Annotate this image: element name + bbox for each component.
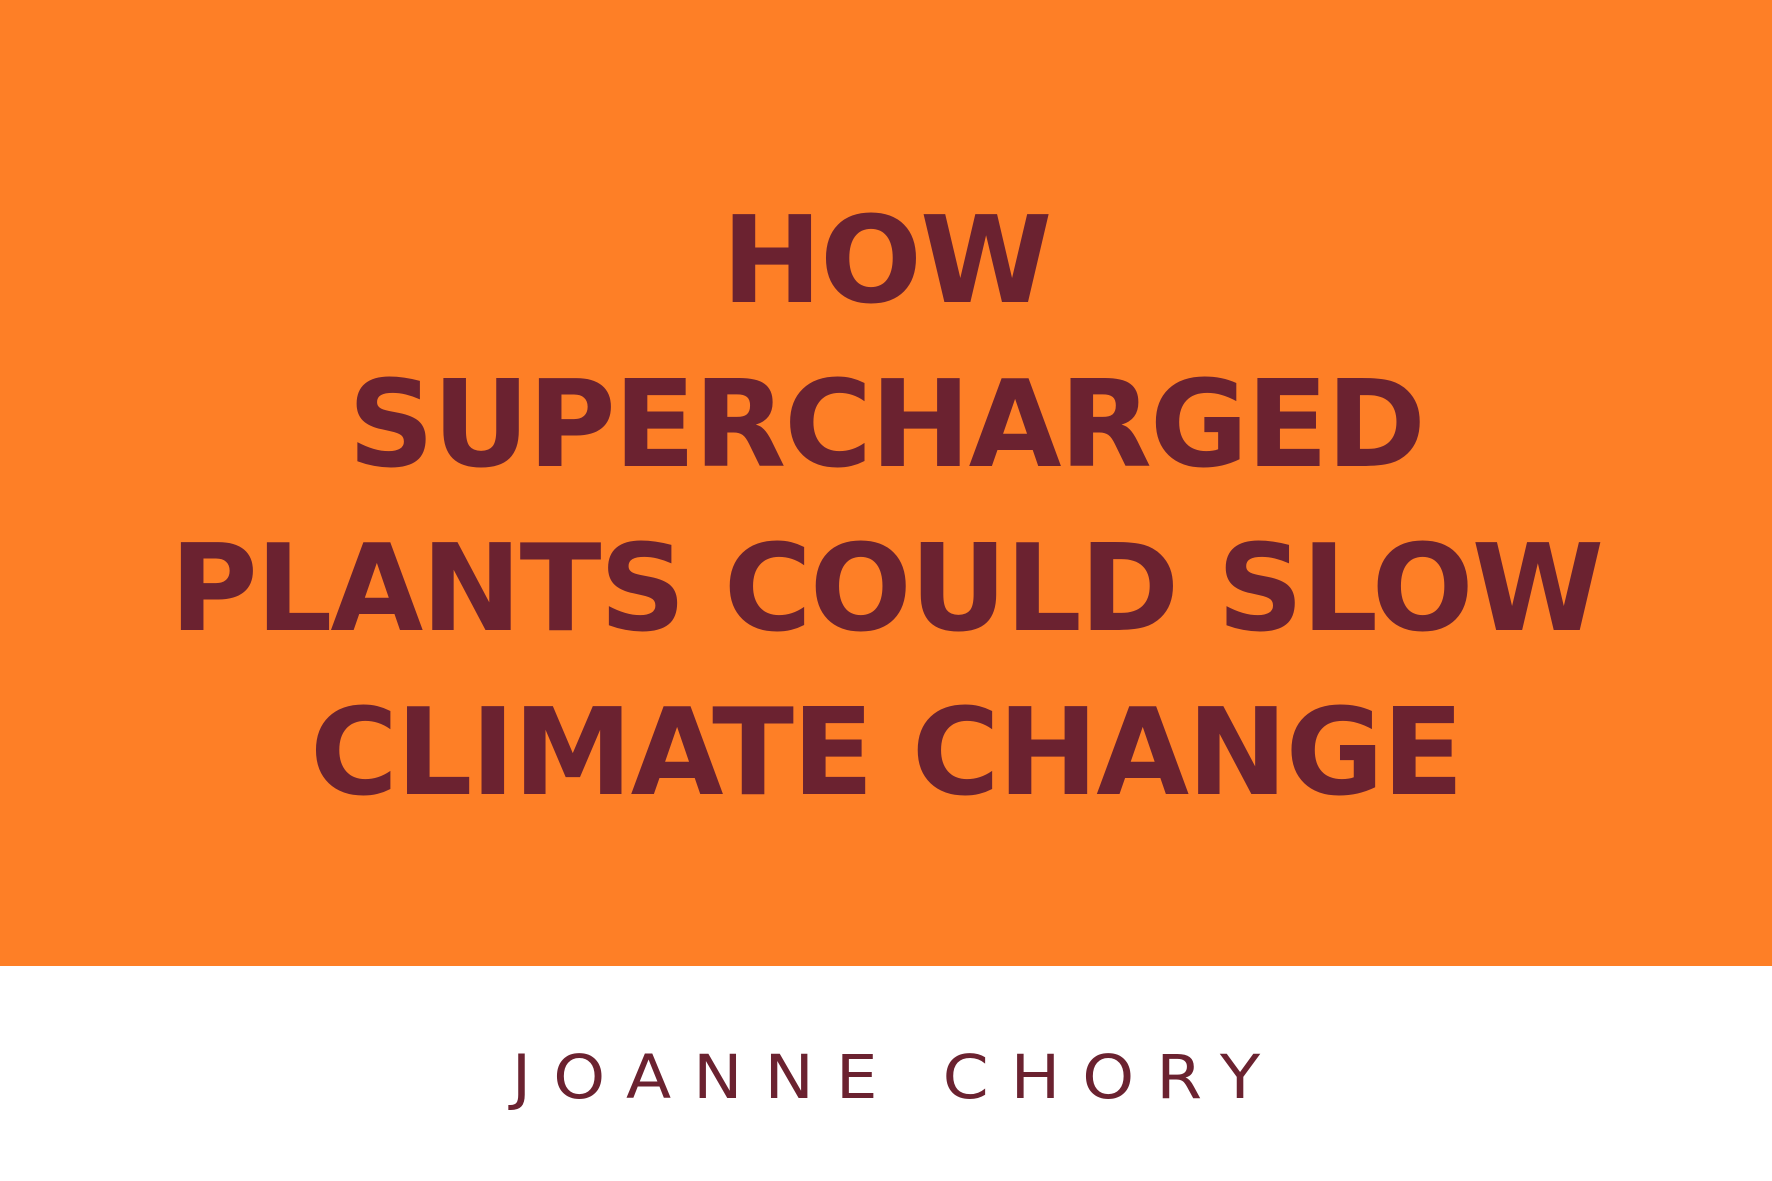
title-line: CLIMATE CHANGE	[309, 684, 1464, 823]
title-line: SUPERCHARGED	[347, 356, 1426, 495]
talk-title: HOW SUPERCHARGED PLANTS COULD SLOW CLIMA…	[0, 180, 1772, 836]
author-name: JOANNE CHORY	[511, 1042, 1283, 1113]
title-line: HOW	[721, 192, 1053, 331]
title-line: PLANTS COULD SLOW	[169, 520, 1604, 659]
title-banner: HOW SUPERCHARGED PLANTS COULD SLOW CLIMA…	[0, 0, 1772, 966]
